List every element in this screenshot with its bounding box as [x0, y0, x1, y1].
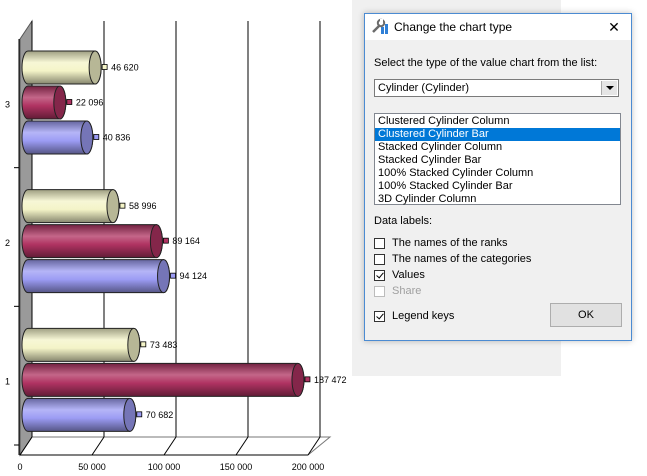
close-button[interactable]: ✕ — [608, 19, 620, 35]
value-label: 58 996 — [129, 201, 157, 211]
list-item[interactable]: Clustered Cylinder Column — [378, 115, 510, 127]
legend-key-marker — [304, 376, 311, 383]
checkbox-category-names[interactable]: The names of the categories — [374, 253, 531, 265]
category-label: 3 — [5, 99, 10, 109]
x-tick-label: 50 000 — [78, 462, 106, 472]
chart-subtype-list[interactable]: Clustered Cylinder Column Clustered Cylin… — [374, 113, 621, 205]
cylinder-bar — [21, 189, 120, 224]
x-tick-label: 150 000 — [220, 462, 253, 472]
value-label: 22 096 — [76, 98, 104, 108]
x-tick-label: 100 000 — [148, 462, 181, 472]
checkbox-label: The names of the categories — [392, 253, 532, 265]
legend-key-marker — [93, 134, 100, 140]
legend-key-marker — [170, 272, 176, 279]
legend-key-marker — [136, 411, 143, 418]
value-label: 89 164 — [172, 236, 200, 246]
checkbox-box[interactable] — [374, 310, 385, 322]
cylinder-bar — [21, 120, 94, 155]
checkbox-box[interactable] — [374, 237, 385, 249]
checkbox-legend-keys[interactable]: Legend keys — [374, 310, 454, 322]
wrench-chart-icon — [371, 18, 389, 36]
list-item[interactable]: Stacked Cylinder Bar — [378, 154, 482, 166]
checkbox-label: Share — [392, 285, 422, 297]
ok-button[interactable]: OK — [550, 303, 622, 327]
list-item[interactable]: 3D Cylinder Column — [378, 193, 477, 205]
checkbox-box — [374, 285, 385, 297]
category-label: 1 — [5, 377, 10, 387]
checkbox-box[interactable] — [374, 253, 385, 265]
checkbox-box[interactable] — [374, 269, 385, 281]
chevron-down-icon[interactable] — [601, 81, 617, 95]
data-labels-heading: Data labels: — [374, 215, 433, 227]
x-tick-label: 0 — [17, 462, 22, 472]
value-label: 40 836 — [103, 133, 131, 143]
list-item[interactable]: 100% Stacked Cylinder Bar — [378, 180, 513, 192]
checkbox-share: Share — [374, 285, 421, 297]
legend-key-marker — [119, 202, 126, 209]
value-label: 70 682 — [146, 410, 174, 420]
checkbox-rank-names[interactable]: The names of the ranks — [374, 237, 508, 249]
checkbox-label: Values — [392, 269, 425, 281]
cylinder-bar — [21, 397, 137, 432]
change-chart-type-dialog: Change the chart type ✕ Select the type … — [364, 13, 632, 341]
checkbox-label: The names of the ranks — [392, 237, 508, 249]
checkbox-label: Legend keys — [392, 310, 455, 322]
value-label: 73 483 — [150, 340, 178, 350]
chart-type-prompt: Select the type of the value chart from … — [374, 57, 598, 69]
cylinder-bar — [21, 362, 305, 397]
checkbox-values[interactable]: Values — [374, 269, 425, 281]
combobox-value: Cylinder (Cylinder) — [378, 82, 470, 94]
list-item[interactable]: Clustered Cylinder Bar — [375, 128, 620, 141]
cylinder-bar — [21, 224, 163, 259]
cylinder-bar — [21, 259, 171, 294]
legend-key-marker — [162, 237, 169, 244]
list-item[interactable]: Stacked Cylinder Column — [378, 141, 503, 153]
dialog-title: Change the chart type — [394, 20, 513, 34]
cylinder-bar — [21, 85, 67, 120]
chart-type-combobox[interactable]: Cylinder (Cylinder) — [374, 79, 619, 97]
list-item[interactable]: 100% Stacked Cylinder Column — [378, 167, 534, 179]
x-tick-label: 200 000 — [292, 462, 325, 472]
legend-key-marker — [101, 64, 108, 70]
dialog-titlebar[interactable]: Change the chart type ✕ — [365, 14, 631, 40]
value-label: 46 620 — [111, 63, 139, 73]
legend-key-marker — [66, 99, 73, 105]
category-label: 2 — [5, 238, 10, 248]
value-label: 94 124 — [180, 271, 208, 281]
cylinder-bar — [21, 327, 141, 362]
value-label: 187 472 — [314, 375, 347, 385]
legend-key-marker — [140, 341, 147, 348]
cylinder-bar — [21, 50, 102, 85]
